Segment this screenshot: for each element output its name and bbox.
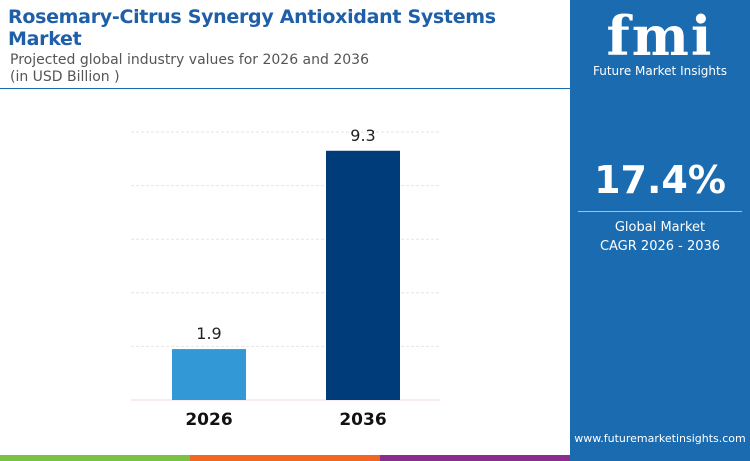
logo-mark: fmi (606, 4, 714, 68)
sidebar: fmi Future Market Insights 17.4% Global … (570, 0, 750, 461)
logo-subtitle: Future Market Insights (592, 64, 727, 78)
bar-chart: 1.9 2026 9.3 2036 (131, 126, 440, 430)
strip-purple (380, 455, 570, 461)
fmi-logo: fmi Future Market Insights (570, 8, 750, 78)
x-tick-label: 2036 (339, 410, 386, 430)
data-label: 9.3 (350, 126, 375, 145)
subtitle: Projected global industry values for 202… (10, 52, 369, 86)
x-tick-label: 2026 (185, 410, 232, 430)
cagr-value: 17.4% (594, 158, 726, 202)
cagr-divider (578, 211, 742, 212)
bar-2036 (326, 150, 400, 400)
bar-2026 (172, 349, 246, 400)
divider (0, 88, 570, 89)
cagr-label-1: Global Market (614, 220, 706, 235)
page-title: Rosemary-Citrus Synergy Antioxidant Syst… (8, 6, 496, 50)
strip-green (0, 455, 190, 461)
subtitle-text: Projected global industry values for 202… (10, 52, 369, 68)
data-label: 1.9 (196, 324, 221, 343)
cagr-label: Global Market CAGR 2026 - 2036 (570, 218, 750, 256)
strip-orange (190, 455, 380, 461)
unit-text: (in USD Billion ) (10, 69, 120, 85)
website-link[interactable]: www.futuremarketinsights.com (574, 432, 746, 445)
cagr-label-2: CAGR 2026 - 2036 (599, 239, 721, 254)
